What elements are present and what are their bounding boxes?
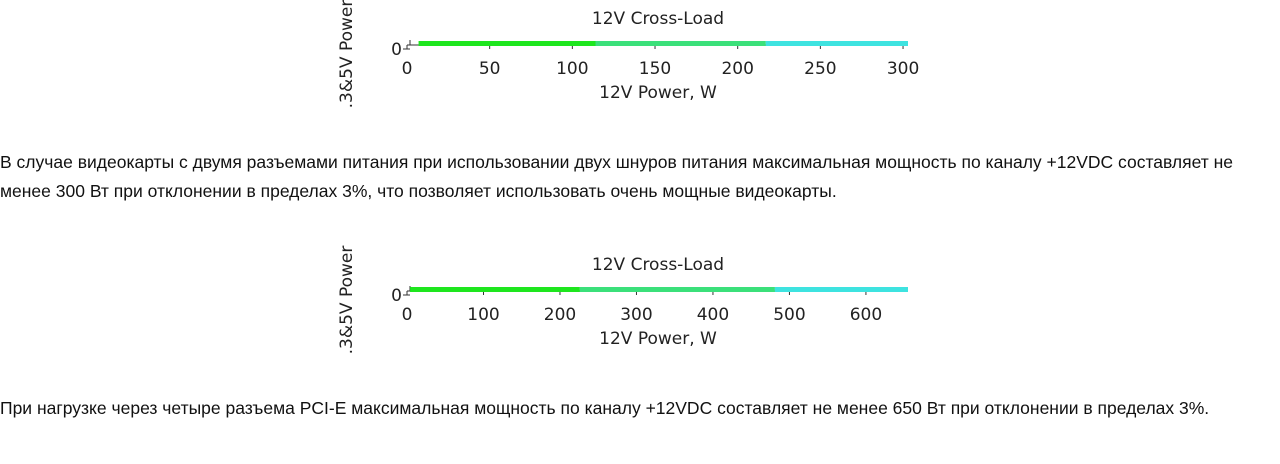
chart: 12V Cross-Load 12V Power, W .3&5V Power 00 5… <box>337 0 919 108</box>
y-axis-label: .3&5V Power <box>337 0 357 108</box>
load-range <box>595 41 766 46</box>
x-tick-label: 500 <box>773 305 805 325</box>
load-range <box>765 41 908 46</box>
chart: 12V Cross-Load 12V Power, W .3&5V Power 00 1… <box>337 246 908 355</box>
y-axis-label: .3&5V Power <box>337 246 357 355</box>
y-tick-label: 0 <box>391 40 402 60</box>
x-tick-label: 200 <box>721 59 753 79</box>
load-range <box>579 287 775 292</box>
x-axis-label: 12V Power, W <box>599 83 717 103</box>
paragraph: При нагрузке через четыре разъема PCI-E … <box>0 398 1210 418</box>
x-tick-label: 300 <box>620 305 652 325</box>
x-tick-label: 100 <box>556 59 588 79</box>
x-tick-label: 600 <box>850 305 882 325</box>
load-range <box>418 41 596 46</box>
paragraph: В случае видеокарты с двумя разъемами пи… <box>0 152 1234 201</box>
x-tick-label: 200 <box>544 305 576 325</box>
x-axis-label: 12V Power, W <box>599 329 717 349</box>
x-tick-label: 100 <box>467 305 499 325</box>
x-tick-label: 300 <box>887 59 919 79</box>
x-tick-label: 0 <box>402 59 413 79</box>
x-tick-label: 0 <box>402 305 413 325</box>
x-tick-label: 400 <box>697 305 729 325</box>
x-tick-label: 250 <box>804 59 836 79</box>
chart-title: 12V Cross-Load <box>592 9 724 29</box>
y-tick-label: 0 <box>391 286 402 306</box>
x-tick-label: 50 <box>479 59 501 79</box>
x-tick-label: 150 <box>639 59 671 79</box>
load-range <box>774 287 908 292</box>
chart-title: 12V Cross-Load <box>592 255 724 275</box>
load-range <box>410 287 580 292</box>
